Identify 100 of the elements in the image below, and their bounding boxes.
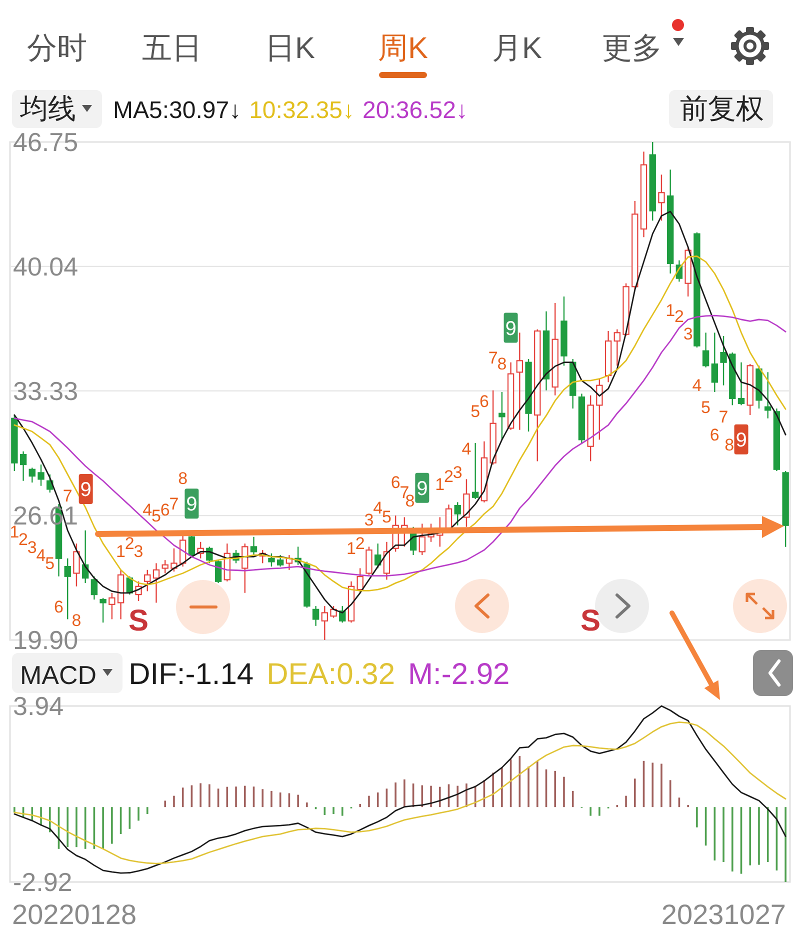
- text: DEA:0.32: [266, 658, 396, 691]
- annotation: 9: [416, 478, 428, 500]
- annotation: 1: [346, 539, 356, 558]
- y-tick-label: 33.33: [13, 376, 78, 406]
- annotation: 5: [45, 554, 55, 573]
- annotation: 6: [390, 472, 400, 492]
- annotation: 1: [116, 542, 126, 562]
- annotation: 4: [462, 439, 472, 458]
- text: 周K: [378, 32, 428, 65]
- annotation: 9: [736, 429, 747, 452]
- annotation: 3: [27, 538, 37, 558]
- annotation: 2: [355, 534, 365, 554]
- candlestick: [711, 332, 718, 393]
- candlestick: [20, 450, 27, 482]
- y-tick-label: 46.75: [13, 127, 78, 157]
- annotation: 9: [80, 479, 92, 502]
- y-tick-label: -2.92: [13, 867, 72, 897]
- annotation: 7: [718, 408, 728, 427]
- annotation: 6: [54, 597, 64, 616]
- annotation: 4: [373, 498, 383, 518]
- candlestick: [418, 523, 426, 556]
- annotation: 5: [152, 506, 161, 526]
- annotation: 3: [364, 510, 374, 530]
- candlestick: [268, 552, 275, 568]
- candlestick: [764, 372, 772, 419]
- annotation: 8: [724, 435, 734, 454]
- annotation: 2: [124, 534, 134, 554]
- candlestick: [73, 542, 80, 587]
- candlestick: [516, 332, 524, 430]
- annotation: 6: [479, 392, 489, 411]
- annotation: 3: [134, 542, 144, 562]
- legend-title: MACD: [20, 660, 97, 690]
- candlestick: [738, 362, 745, 406]
- candlestick: [498, 391, 506, 440]
- candlestick: [170, 548, 178, 572]
- candlestick: [614, 328, 621, 366]
- candlestick: [276, 554, 284, 568]
- y-tick-label: 40.04: [13, 251, 78, 282]
- candlestick: [330, 605, 337, 618]
- annotation: 2: [18, 530, 28, 550]
- candlestick: [720, 335, 727, 386]
- annotation: 8: [178, 468, 188, 488]
- candlestick: [108, 592, 116, 620]
- text: 更多: [602, 32, 662, 65]
- candlestick: [100, 597, 106, 624]
- legend-title: 均线: [19, 93, 76, 124]
- annotation: 5: [382, 507, 392, 526]
- candlestick: [454, 502, 461, 526]
- annotation: 4: [36, 546, 46, 566]
- text: 五日: [142, 32, 202, 65]
- annotation: 5: [701, 398, 711, 417]
- candlestick: [658, 174, 665, 222]
- candlestick: [312, 605, 320, 627]
- candlestick: [38, 464, 44, 486]
- annotation: 7: [169, 494, 179, 514]
- candlestick: [162, 559, 168, 574]
- candlestick: [366, 546, 372, 576]
- annotation: 7: [62, 486, 72, 506]
- annotation: 1: [435, 474, 445, 494]
- y-tick-label: 3.94: [13, 691, 64, 721]
- text: 20:36.52↓: [362, 97, 468, 124]
- annotation: 3: [452, 463, 462, 482]
- annotation: 4: [142, 500, 152, 520]
- line-series: [14, 721, 786, 864]
- candlestick: [214, 559, 222, 584]
- text: MA5:30.97↓: [113, 97, 242, 124]
- candlestick: [596, 378, 603, 440]
- candlestick: [64, 558, 71, 620]
- annotation: 4: [692, 376, 702, 396]
- text: DIF:-1.14: [128, 658, 254, 691]
- candlestick: [28, 467, 36, 484]
- annotation: 1: [666, 300, 676, 320]
- text: 分时: [27, 32, 87, 65]
- annotation: 5: [470, 402, 480, 421]
- annotation: 6: [160, 500, 170, 520]
- text: 10:32.35↓: [249, 97, 354, 124]
- text: M:-2.92: [408, 658, 510, 691]
- candlestick: [356, 568, 364, 594]
- annotation: 3: [683, 324, 693, 344]
- text: 月K: [492, 32, 542, 65]
- text: 20231027: [661, 899, 786, 930]
- text: 20220128: [12, 899, 137, 930]
- annotation: S: [580, 604, 601, 638]
- candlestick: [463, 478, 470, 528]
- candlestick: [383, 541, 390, 580]
- candlestick: [702, 332, 710, 368]
- text: 前复权: [680, 93, 764, 124]
- text: 日K: [264, 32, 316, 65]
- annotation: 2: [444, 466, 454, 486]
- annotation: S: [128, 604, 149, 638]
- candlestick: [472, 442, 479, 500]
- annotation: 2: [674, 306, 684, 326]
- annotation: 8: [497, 354, 507, 374]
- candlestick: [144, 569, 151, 592]
- annotation: 7: [488, 348, 498, 368]
- annotation: 9: [505, 318, 516, 340]
- candlestick: [321, 605, 328, 641]
- candlestick: [90, 576, 98, 600]
- annotation: 6: [710, 425, 720, 444]
- candlestick: [374, 542, 382, 569]
